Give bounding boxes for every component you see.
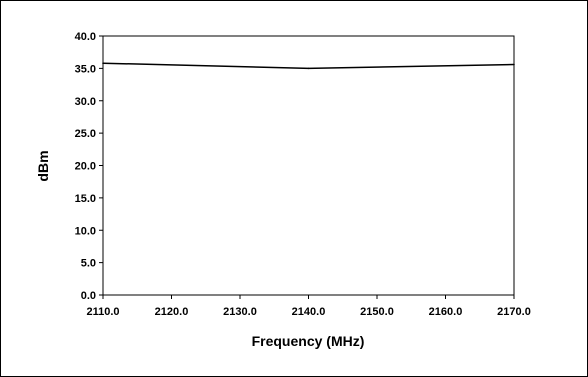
y-tick-label: 10.0 <box>75 225 96 237</box>
x-tick-label: 2140.0 <box>292 306 326 318</box>
y-axis-ticks: 0.0 5.0 10.0 15.0 20.0 25.0 30.0 35.0 40.0 <box>75 31 103 302</box>
y-tick-label: 40.0 <box>75 31 96 43</box>
y-tick-label: 25.0 <box>75 128 96 140</box>
x-tick-label: 2160.0 <box>429 306 463 318</box>
y-tick-label: 30.0 <box>75 96 96 108</box>
x-tick-label: 2130.0 <box>223 306 257 318</box>
x-axis-ticks: 2110.0 2120.0 2130.0 2140.0 2150.0 2160.0 2170… <box>86 295 531 318</box>
data-point <box>513 63 515 66</box>
x-tick-label: 2120.0 <box>155 306 189 318</box>
x-tick-label: 2170.0 <box>497 306 531 318</box>
y-tick-label: 0.0 <box>81 290 96 302</box>
x-tick-label: 2110.0 <box>86 306 119 318</box>
y-tick-label: 5.0 <box>81 258 96 270</box>
y-axis-title: dBm <box>35 150 51 181</box>
plot-area <box>102 35 515 296</box>
y-tick-label: 20.0 <box>75 161 96 173</box>
data-point <box>307 67 310 70</box>
data-point <box>102 62 104 64</box>
y-tick-label: 35.0 <box>75 63 96 75</box>
series-layer <box>102 62 515 70</box>
x-tick-label: 2150.0 <box>360 306 394 318</box>
y-tick-label: 15.0 <box>75 193 96 205</box>
x-axis-title: Frequency (MHz) <box>252 333 365 349</box>
